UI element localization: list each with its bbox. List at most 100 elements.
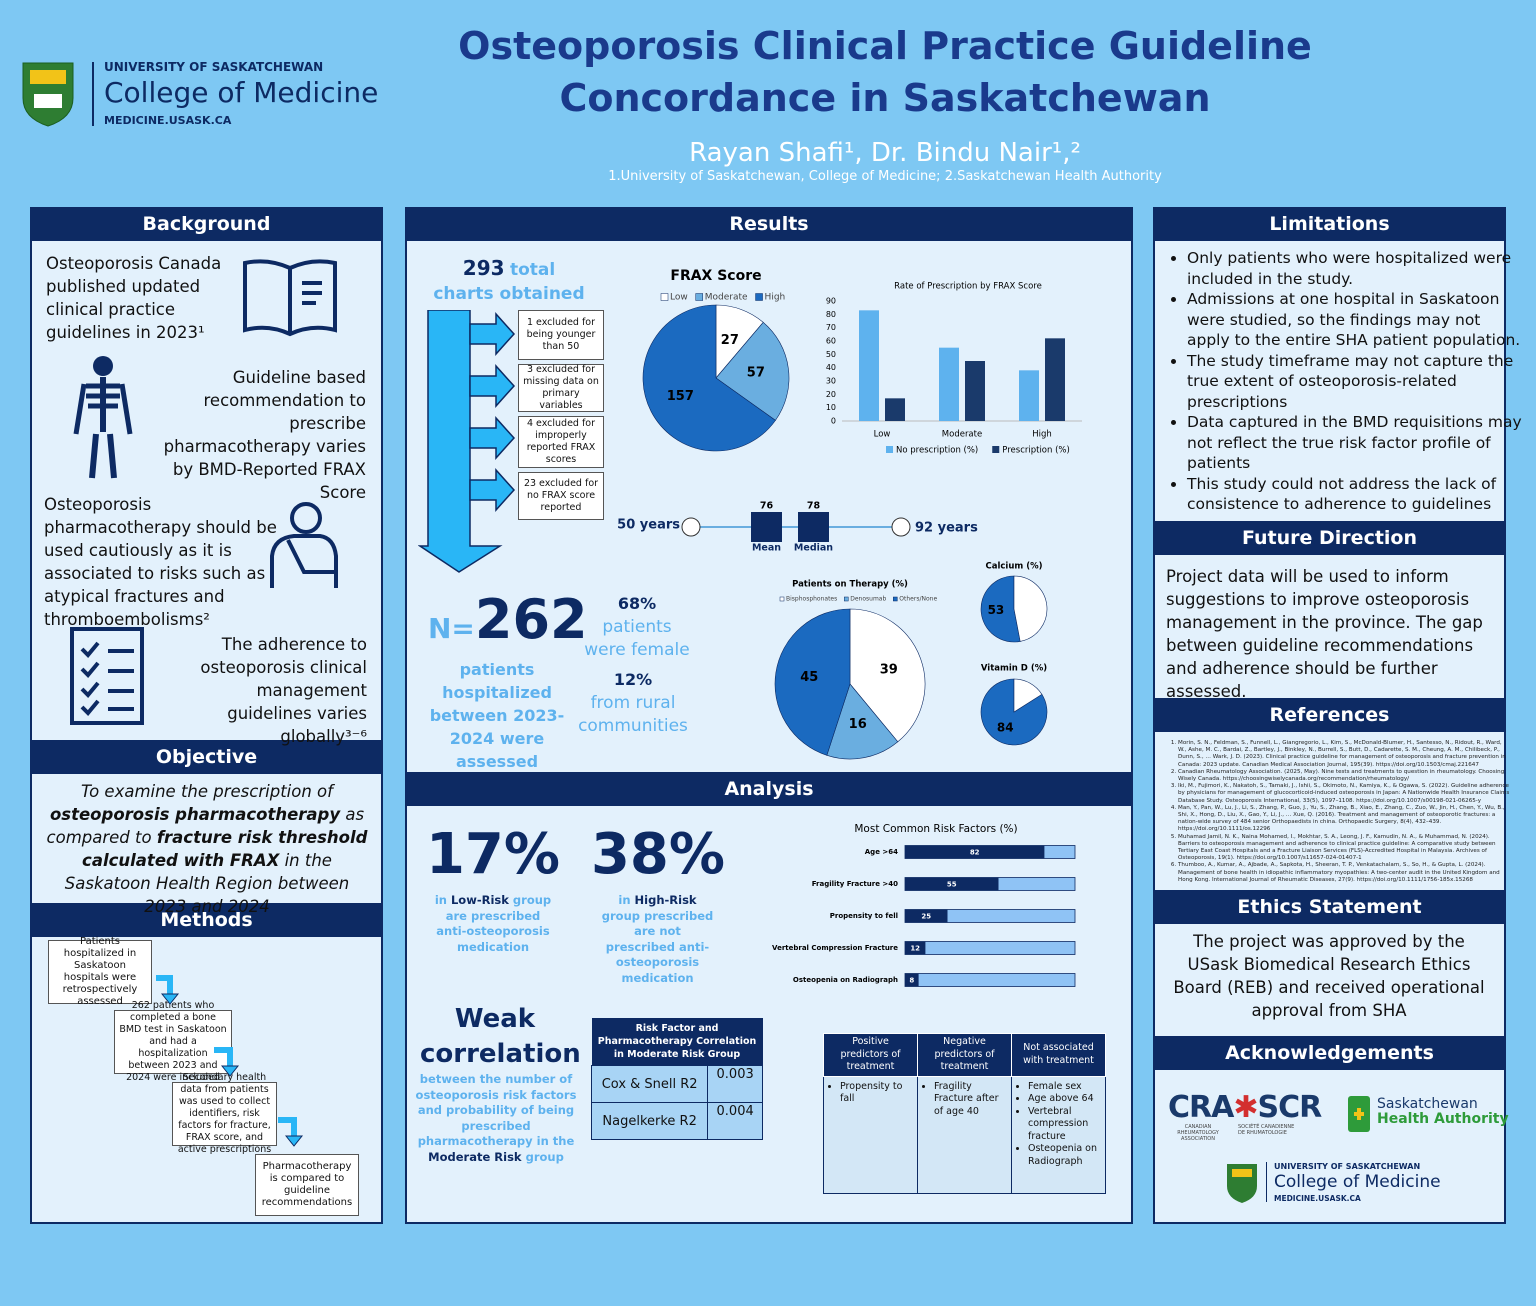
bar <box>1045 338 1065 421</box>
cell-list: Propensity to fall <box>826 1081 915 1106</box>
table-title: Risk Factor and Pharmacotherapy Correlat… <box>591 1018 763 1066</box>
college: College of Medicine <box>104 76 379 109</box>
website: MEDICINE.USASK.CA <box>1274 1194 1361 1203</box>
legend-label: High <box>765 293 786 303</box>
label: total charts obtained <box>433 260 585 304</box>
limitations-list: Only patients who were hospitalized were… <box>1153 248 1522 515</box>
data-label: 12 <box>910 945 920 953</box>
data-label: 57 <box>747 366 765 381</box>
high-risk-pct: 38% <box>590 822 726 887</box>
correlation-title: Weak correlation <box>420 1004 581 1069</box>
y-tick-label: 90 <box>826 297 836 306</box>
method-arrows <box>156 975 304 1147</box>
authors: Rayan Shafi¹, Dr. Bindu Nair¹,² <box>689 138 1081 168</box>
divider <box>1266 1162 1267 1202</box>
correlation-table: Risk Factor and Pharmacotherapy Correlat… <box>590 1018 763 1140</box>
cell-item: Fragility Fracture after of age 40 <box>934 1081 1009 1119</box>
n-prefix: N= <box>428 612 475 645</box>
y-tick-label: Propensity to fell <box>830 912 898 920</box>
female-pct: 68% <box>617 594 657 613</box>
limitation: The study timeframe may not capture the … <box>1187 351 1522 413</box>
low-risk-pct: 17% <box>425 822 561 887</box>
background-item: Osteoporosis Canada published updated cl… <box>46 254 222 342</box>
legend-swatch <box>844 596 849 602</box>
limitation: This study could not address the lack of… <box>1187 474 1522 515</box>
background-item: Osteoporosis pharmacotherapy should be u… <box>44 495 277 629</box>
usask-crest <box>1227 1164 1257 1203</box>
legend-label: Denosumab <box>850 596 886 603</box>
data-label: 84 <box>997 720 1014 734</box>
usask-crest <box>22 62 74 127</box>
age-box <box>751 512 782 542</box>
cra-logo: CRA✱SCR <box>1168 1090 1322 1125</box>
reference: Iki, M., Fujimori, K., Nakatoh, S., Tama… <box>1178 783 1510 805</box>
table-header: Not associated with treatment <box>1011 1033 1106 1077</box>
background-item: Guideline based recommendation to prescr… <box>163 368 366 502</box>
table-cell: Female sexAge above 64Vertebral compress… <box>1011 1075 1106 1194</box>
text: as compared to <box>46 805 365 847</box>
chart-title: Most Common Risk Factors (%) <box>854 823 1017 835</box>
poster-title: Osteoporosis Clinical Practice Guideline… <box>458 24 1312 120</box>
background-item: The adherence to osteoporosis clinical m… <box>200 635 367 746</box>
cell-item: Female sex <box>1028 1081 1103 1094</box>
cra: CRA <box>1168 1090 1234 1125</box>
data-label: 55 <box>947 881 957 889</box>
pie-slice <box>642 304 776 452</box>
checklist-icon <box>70 627 144 725</box>
table-cell: Nagelkerke R2 <box>590 1102 709 1140</box>
number: 293 <box>462 256 505 280</box>
y-tick-label: Fragility Fracture >40 <box>812 880 898 888</box>
section-heading: Background <box>30 207 383 241</box>
y-tick-label: 10 <box>826 403 836 412</box>
cell-item: Osteopenia on Radiograph <box>1028 1143 1103 1168</box>
section-heading: Methods <box>30 903 383 937</box>
y-tick-label: Osteopenia on Radiograph <box>793 976 898 984</box>
y-tick-label: 60 <box>826 337 836 346</box>
bar <box>905 877 999 891</box>
emphasis: Low-Risk <box>450 893 509 907</box>
section-heading: Results <box>405 207 1133 241</box>
x-tick-label: High <box>1032 430 1052 440</box>
limitation: Data captured in the BMD requisitions ma… <box>1187 412 1522 474</box>
section-heading: References <box>1153 698 1506 732</box>
future-text: Project data will be used to inform sugg… <box>1166 567 1483 701</box>
emphasis: Moderate Risk <box>428 1149 522 1164</box>
reference: Canadian Rheumatology Association. (2025… <box>1178 769 1510 783</box>
text: To examine the prescription of <box>81 782 333 801</box>
bar-track <box>904 941 1076 955</box>
table-cell: Propensity to fall <box>823 1075 918 1194</box>
table-cell: Cox & Snell R2 <box>590 1065 709 1103</box>
female-label: patients were female <box>584 617 690 660</box>
cra-name: CANADIAN RHEUMATOLOGY ASSOCIATION <box>1177 1124 1219 1142</box>
data-label: 39 <box>880 663 898 678</box>
method-step: Pharmacotherapy is compared to guideline… <box>255 1154 359 1216</box>
pie-slice <box>826 683 899 760</box>
x-tick-label: Low <box>874 430 891 440</box>
age-label: Median <box>794 543 833 554</box>
timeline-end <box>681 517 701 537</box>
bar <box>965 361 985 421</box>
legend-label: No prescription (%) <box>896 446 978 456</box>
y-tick-label: Vertebral Compression Fracture <box>772 944 898 952</box>
section-heading: Acknowledgements <box>1153 1036 1506 1070</box>
emphasis: fracture risk threshold calculated with … <box>82 828 368 870</box>
section-heading: Limitations <box>1153 207 1506 241</box>
y-tick-label: 80 <box>826 310 836 319</box>
data-label: 82 <box>970 849 980 857</box>
ethics-text: The project was approved by the USask Bi… <box>1173 932 1485 1020</box>
text: group <box>521 1149 564 1164</box>
text: in <box>618 893 635 907</box>
chart-title: Rate of Prescription by FRAX Score <box>894 282 1042 292</box>
sha-line1: Saskatchewan <box>1377 1096 1478 1112</box>
maple: ✱ <box>1233 1090 1258 1125</box>
method-step: Patients hospitalized in Saskatoon hospi… <box>48 936 152 1007</box>
legend-label: Prescription (%) <box>1002 446 1070 456</box>
website: MEDICINE.USASK.CA <box>104 114 232 127</box>
bar <box>905 845 1045 859</box>
cell-item: Propensity to fall <box>840 1081 915 1106</box>
section-heading: Objective <box>30 740 383 774</box>
pie-slice <box>849 608 926 743</box>
exclusion: 4 excluded for improperly reported FRAX … <box>518 416 604 468</box>
legend-label: Bisphosphonates <box>786 596 837 603</box>
